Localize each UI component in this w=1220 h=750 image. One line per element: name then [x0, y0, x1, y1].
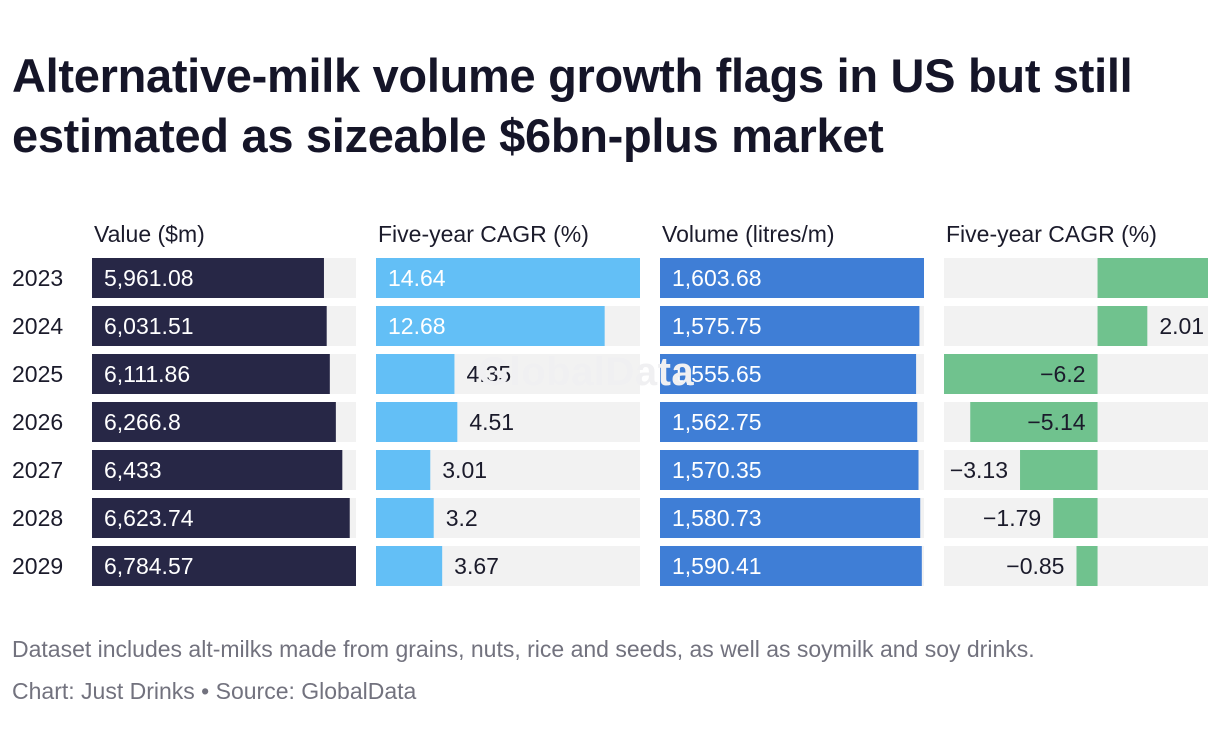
- row-label-2026: 2026: [12, 409, 63, 435]
- value-cagr-label-2023: 14.64: [388, 265, 446, 291]
- value-cagr-bar-2024: [376, 306, 605, 346]
- value-label-2029: 6,784.57: [104, 553, 194, 579]
- value-cagr-label-2027: 3.01: [442, 457, 487, 483]
- row-label-2023: 2023: [12, 265, 63, 291]
- volume-cagr-bar-2027: [1020, 450, 1098, 490]
- volume-cagr-bar-2024: [1097, 306, 1148, 346]
- value-cagr-label-2029: 3.67: [454, 553, 499, 579]
- value-bar-2023: [92, 258, 324, 298]
- value-bar-2026: [92, 402, 336, 442]
- volume-cagr-label-2024: 2.01: [1159, 313, 1204, 339]
- value-bar-2025: [92, 354, 330, 394]
- value-label-2028: 6,623.74: [104, 505, 194, 531]
- credit-separator: •: [201, 678, 210, 704]
- volume-cagr-track-2029: [944, 546, 1208, 586]
- value-cagr-bar-2027: [376, 450, 431, 490]
- volume-cagr-label-2025: −6.2: [1040, 361, 1085, 387]
- value-label-2027: 6,433: [104, 457, 162, 483]
- row-label-2027: 2027: [12, 457, 63, 483]
- volume-cagr-label-2027: −3.13: [950, 457, 1008, 483]
- column-header-value-cagr: Five-year CAGR (%): [378, 221, 589, 247]
- volume-cagr-bar-2029: [1076, 546, 1098, 586]
- volume-label-2029: 1,590.41: [672, 553, 762, 579]
- volume-bar-2029: [660, 546, 922, 586]
- row-label-2025: 2025: [12, 361, 63, 387]
- volume-bar-2026: [660, 402, 918, 442]
- value-label-2025: 6,111.86: [104, 361, 190, 387]
- volume-cagr-bar-2028: [1053, 498, 1098, 538]
- volume-bar-2023: [660, 258, 924, 298]
- source-credit: Source: GlobalData: [215, 678, 417, 704]
- volume-cagr-bar-2026: [970, 402, 1098, 442]
- value-cagr-label-2028: 3.2: [446, 505, 478, 531]
- volume-cagr-bar-2025: [944, 354, 1098, 394]
- row-label-2029: 2029: [12, 553, 63, 579]
- bar-chart-table: 2023 2024 2025 2026 2027 2028 2029 Value ($m) 5,…: [12, 221, 1208, 586]
- volume-cagr-track-2024: [944, 306, 1208, 346]
- chart-title: Alternative-milk volume growth flags in …: [12, 49, 1133, 162]
- volume-label-2027: 1,570.35: [672, 457, 762, 483]
- footnote: Dataset includes alt-milks made from gra…: [12, 636, 1035, 662]
- volume-label-2025: 1,555.65: [672, 361, 762, 387]
- value-label-2023: 5,961.08: [104, 265, 194, 291]
- value-bar-2028: [92, 498, 350, 538]
- column-header-volume-cagr: Five-year CAGR (%): [946, 221, 1157, 247]
- volume-cagr-label-2028: −1.79: [983, 505, 1041, 531]
- volume-cagr-label-2029: −0.85: [1006, 553, 1064, 579]
- volume-cagr-label-2026: −5.14: [1027, 409, 1085, 435]
- value-label-2024: 6,031.51: [104, 313, 194, 339]
- volume-label-2028: 1,580.73: [672, 505, 762, 531]
- row-label-2028: 2028: [12, 505, 63, 531]
- value-cagr-label-2024: 12.68: [388, 313, 446, 339]
- value-label-2026: 6,266.8: [104, 409, 181, 435]
- volume-cagr-bar-2023: [1097, 258, 1208, 298]
- volume-label-2024: 1,575.75: [672, 313, 762, 339]
- column-header-volume: Volume (litres/m): [662, 221, 835, 247]
- value-cagr-label-2026: 4.51: [469, 409, 514, 435]
- volume-label-2026: 1,562.75: [672, 409, 762, 435]
- value-cagr-bar-2028: [376, 498, 434, 538]
- volume-bar-2027: [660, 450, 919, 490]
- volume-bar-2028: [660, 498, 921, 538]
- volume-bar-2025: [660, 354, 917, 394]
- chart-credit: Chart: Just Drinks: [12, 678, 195, 704]
- value-cagr-bar-2026: [376, 402, 458, 442]
- volume-bar-2024: [660, 306, 920, 346]
- credit-line: Chart: Just Drinks • Source: GlobalData: [12, 678, 416, 705]
- value-cagr-bar-2023: [376, 258, 640, 298]
- column-header-value: Value ($m): [94, 221, 205, 247]
- value-cagr-label-2025: 4.35: [466, 361, 511, 387]
- value-bar-2027: [92, 450, 343, 490]
- value-cagr-bar-2025: [376, 354, 455, 394]
- volume-label-2023: 1,603.68: [672, 265, 762, 291]
- value-cagr-bar-2029: [376, 546, 443, 586]
- row-label-2024: 2024: [12, 313, 63, 339]
- value-bar-2024: [92, 306, 327, 346]
- value-bar-2029: [92, 546, 356, 586]
